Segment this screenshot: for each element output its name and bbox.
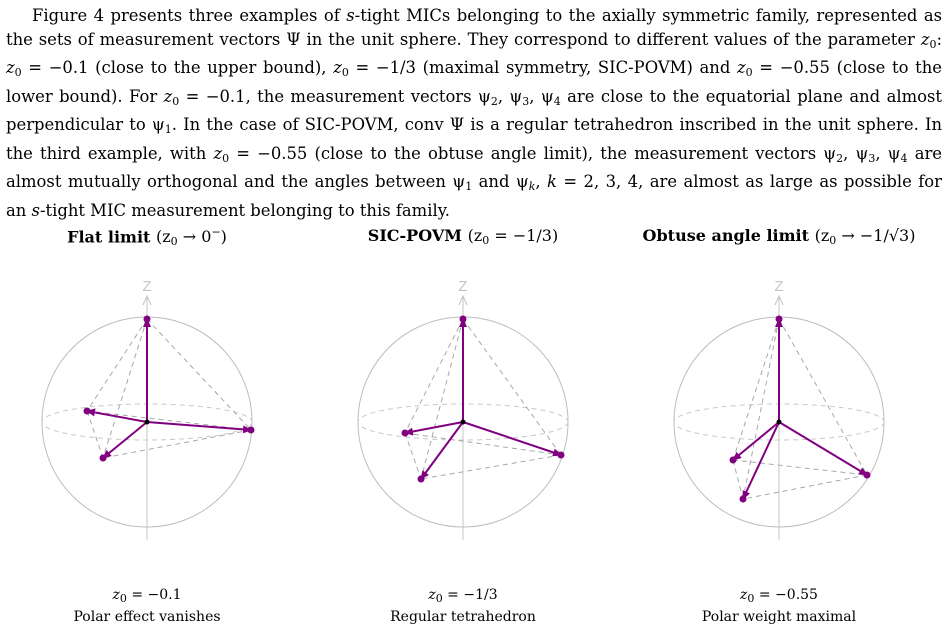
sphere-center — [776, 419, 782, 425]
sphere-diagram-obtuse-limit: Z — [673, 278, 885, 540]
tetrahedron-edge — [462, 318, 562, 456]
tetrahedron-edge — [732, 318, 780, 461]
psi-4-vector-tip — [739, 495, 747, 503]
z-axis-label: Z — [142, 278, 151, 295]
psi-1-vector-tip — [459, 315, 467, 323]
psi-3-vector — [146, 421, 252, 434]
psi-3-vector — [778, 421, 868, 476]
tetrahedron-edge — [404, 432, 422, 480]
psi-2-vector — [86, 408, 148, 423]
tetrahedron-edge — [102, 318, 148, 459]
psi-1-vector-tip — [775, 315, 783, 323]
psi-2-vector-tip — [83, 407, 91, 415]
psi-4-vector — [102, 421, 148, 459]
tetrahedron-edge — [102, 429, 252, 459]
tetrahedron-edge — [86, 410, 252, 431]
tetrahedron-edge — [742, 474, 868, 500]
tetrahedron-edge — [420, 454, 562, 480]
z-axis-arrow — [142, 294, 152, 306]
psi-2-vector-tip — [729, 456, 737, 464]
psi-4-vector — [420, 421, 464, 480]
tetrahedron-edge — [778, 318, 868, 476]
tetrahedron-edge — [86, 318, 148, 412]
tetrahedron-edge — [742, 318, 780, 500]
tetrahedron-edge — [732, 459, 744, 500]
tetrahedron-edge — [732, 459, 868, 476]
sphere-center — [144, 419, 150, 425]
tetrahedron-edge — [86, 410, 104, 459]
sphere-diagram-sic-povm: Z — [357, 278, 569, 540]
z-axis-label: Z — [774, 278, 783, 295]
psi-4-vector-tip — [99, 454, 107, 462]
psi-2-vector-tip — [401, 429, 409, 437]
sphere-center — [460, 419, 466, 425]
psi-4-vector — [742, 421, 780, 500]
caption-flat-limit: z0 = −0.1 Polar effect vanishes — [73, 587, 221, 625]
psi-1-vector-tip — [143, 315, 151, 323]
z-axis-arrow — [774, 294, 784, 306]
sphere-diagram-flat-limit: Z — [41, 278, 255, 540]
figure-title-sic-povm: SIC-POVM (z0 = −1/3) — [367, 226, 559, 247]
psi-3-vector-tip — [557, 451, 565, 459]
z-axis-arrow — [458, 294, 468, 306]
tetrahedron-edge — [146, 318, 252, 431]
psi-4-vector-tip — [417, 475, 425, 483]
figure-title-flat-limit: Flat limit (z0 → 0−) — [67, 226, 227, 249]
caption-sic-povm: z0 = −1/3 Regular tetrahedron — [390, 587, 536, 625]
body-paragraph: Figure 4 presents three examples of s-ti… — [6, 6, 943, 220]
caption-obtuse-limit: z0 = −0.55 Polar weight maximal — [701, 587, 857, 625]
psi-3-vector — [462, 421, 562, 457]
psi-2-vector — [732, 421, 780, 461]
figure-title-obtuse-limit: Obtuse angle limit (z0 → −1/√3) — [642, 226, 916, 247]
tetrahedron-edge — [420, 318, 464, 480]
psi-3-vector-tip — [247, 426, 255, 434]
z-axis-label: Z — [458, 278, 467, 295]
psi-3-vector-tip — [863, 471, 871, 479]
psi-2-vector — [404, 421, 464, 436]
tetrahedron-edge — [404, 318, 464, 434]
